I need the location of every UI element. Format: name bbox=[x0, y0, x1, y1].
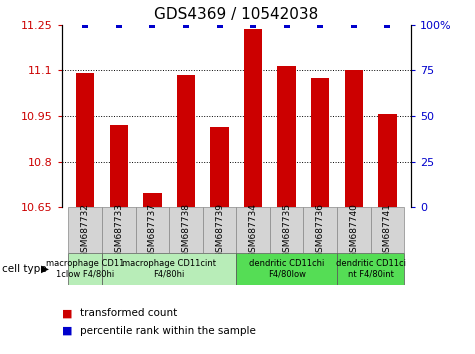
Text: dendritic CD11chi
F4/80low: dendritic CD11chi F4/80low bbox=[249, 259, 324, 279]
Bar bbox=[370, 207, 404, 253]
Bar bbox=[68, 253, 102, 285]
Text: dendritic CD11ci
nt F4/80int: dendritic CD11ci nt F4/80int bbox=[336, 259, 406, 279]
Bar bbox=[311, 78, 330, 207]
Bar bbox=[270, 207, 304, 253]
Title: GDS4369 / 10542038: GDS4369 / 10542038 bbox=[154, 7, 318, 22]
Bar bbox=[378, 114, 397, 207]
Text: GSM687738: GSM687738 bbox=[181, 202, 190, 258]
Text: ▶: ▶ bbox=[41, 264, 49, 274]
Text: GSM687736: GSM687736 bbox=[316, 202, 325, 258]
Bar bbox=[344, 70, 363, 207]
Text: GSM687734: GSM687734 bbox=[248, 202, 257, 258]
Bar bbox=[277, 66, 296, 207]
Bar bbox=[244, 29, 262, 207]
Bar bbox=[177, 75, 195, 207]
Bar bbox=[169, 207, 203, 253]
Bar bbox=[304, 207, 337, 253]
Text: GSM687735: GSM687735 bbox=[282, 202, 291, 258]
Text: GSM687740: GSM687740 bbox=[349, 202, 358, 258]
Bar bbox=[76, 73, 95, 207]
Bar bbox=[337, 253, 404, 285]
Text: ■: ■ bbox=[62, 326, 72, 336]
Bar bbox=[203, 207, 237, 253]
Bar bbox=[237, 207, 270, 253]
Bar bbox=[102, 253, 237, 285]
Text: GSM687732: GSM687732 bbox=[81, 202, 90, 258]
Text: ■: ■ bbox=[62, 308, 72, 318]
Text: percentile rank within the sample: percentile rank within the sample bbox=[80, 326, 256, 336]
Bar bbox=[237, 253, 337, 285]
Bar bbox=[102, 207, 135, 253]
Text: GSM687741: GSM687741 bbox=[383, 202, 392, 258]
Text: GSM687739: GSM687739 bbox=[215, 202, 224, 258]
Text: macrophage CD11cint
F4/80hi: macrophage CD11cint F4/80hi bbox=[122, 259, 216, 279]
Bar bbox=[337, 207, 370, 253]
Text: transformed count: transformed count bbox=[80, 308, 177, 318]
Bar bbox=[210, 127, 229, 207]
Text: GSM687737: GSM687737 bbox=[148, 202, 157, 258]
Text: GSM687733: GSM687733 bbox=[114, 202, 124, 258]
Bar bbox=[143, 193, 162, 207]
Bar bbox=[110, 125, 128, 207]
Text: cell type: cell type bbox=[2, 264, 47, 274]
Bar bbox=[135, 207, 169, 253]
Text: macrophage CD11
1clow F4/80hi: macrophage CD11 1clow F4/80hi bbox=[46, 259, 124, 279]
Bar bbox=[68, 207, 102, 253]
